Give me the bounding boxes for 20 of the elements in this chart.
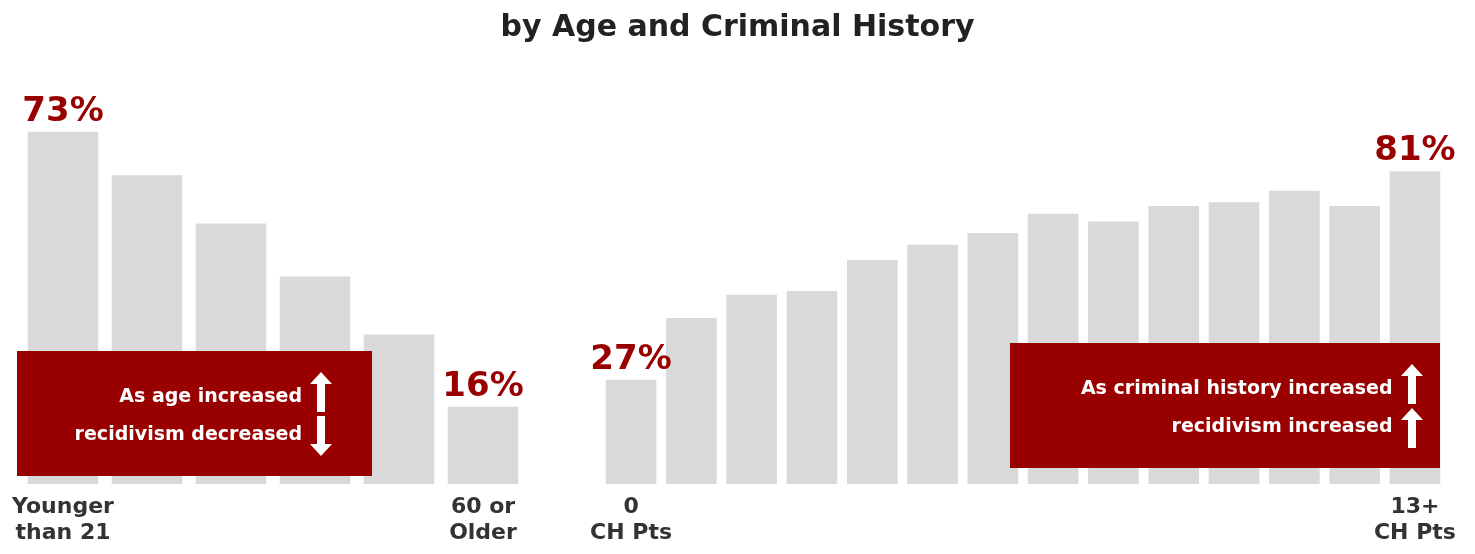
bar	[907, 244, 958, 484]
bar	[605, 379, 657, 484]
data-label: 16%	[442, 363, 524, 404]
data-label: 81%	[1374, 128, 1456, 169]
bar	[786, 291, 838, 484]
x-tick-label: 0 CH Pts	[590, 492, 673, 544]
bar	[967, 233, 1019, 484]
bar	[846, 260, 898, 484]
data-label: 73%	[22, 88, 104, 129]
annotation: As age increased recidivism decreased	[73, 382, 302, 446]
callout-box: As age increased recidivism decreased	[17, 351, 372, 476]
text: by Age and Criminal History	[499, 8, 976, 43]
x-tick-label: 13+ CH Pts	[1373, 492, 1456, 544]
callout-box: As criminal history increased recidivism increased	[1010, 343, 1440, 468]
x-tick-label: 60 or Older	[449, 492, 518, 544]
bar	[447, 406, 519, 484]
annotation: As criminal history increased recidivism increased	[1079, 374, 1393, 438]
data-label: 27%	[590, 336, 672, 377]
x-tick-label: Younger than 21	[11, 492, 115, 544]
bar	[726, 294, 777, 484]
